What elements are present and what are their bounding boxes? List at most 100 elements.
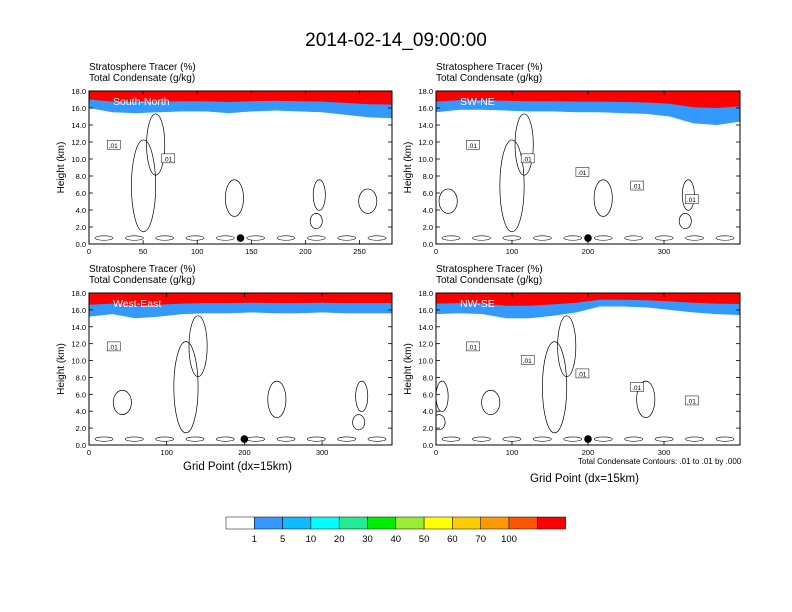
condensate-contour <box>542 341 568 434</box>
contour-label-box <box>106 341 121 352</box>
colorbar-label: 100 <box>501 534 517 545</box>
y-tick-label: 6.0 <box>76 189 86 198</box>
plot-background <box>89 91 392 244</box>
x-tick-label: 250 <box>353 247 366 256</box>
contour-label-box <box>575 167 590 177</box>
cross-section-marker <box>236 234 245 242</box>
colorbar-label: 60 <box>447 534 458 545</box>
y-tick-label: 4.0 <box>76 407 86 416</box>
colorbar-label: 50 <box>419 534 430 545</box>
panel-nw-se: .01 .01 .01 .01 .01 NW-SE 0.0 2.0 4.0 6.0 8.0 10.0 1… <box>403 289 741 457</box>
condensate-contour-low <box>563 235 583 241</box>
x-tick-label: 0 <box>434 448 438 457</box>
plot-background <box>89 293 392 445</box>
y-tick-label: 6.0 <box>423 189 433 198</box>
colorbar-swatch <box>254 516 283 530</box>
condensate-contour <box>112 389 132 415</box>
y-tick-label: 6.0 <box>76 390 86 399</box>
x-tick-label: 300 <box>658 247 671 256</box>
panel-south-north: .01 .01 South-North 0.0 2.0 4.0 6.0 8.0 10.0 12.0… <box>56 87 393 256</box>
contour-label-box <box>520 355 535 365</box>
panel-header-line: Stratosphere Tracer (%) <box>436 62 543 73</box>
condensate-contour <box>557 315 577 377</box>
contour-label: .01 <box>577 371 586 378</box>
condensate-contour-low <box>593 235 613 241</box>
panel-header-line: Stratosphere Tracer (%) <box>89 62 196 73</box>
contour-label: .01 <box>109 344 118 351</box>
plot-area: .01 .01 .01 .01 .01 <box>436 91 740 244</box>
condensate-contour-low <box>337 235 356 241</box>
panel-header: Stratosphere Tracer (%) Total Condensate… <box>436 62 543 84</box>
colorbar-swatch <box>480 516 510 530</box>
x-tick-label: 200 <box>299 247 312 256</box>
y-tick-label: 18.0 <box>418 289 433 298</box>
x-axis-label: Grid Point (dx=15km) <box>530 473 639 485</box>
condensate-contour <box>436 414 446 431</box>
y-tick-label: 2.0 <box>423 223 433 232</box>
x-tick-label: 200 <box>238 448 251 457</box>
condensate-contour <box>131 139 157 233</box>
condensate-contour-low <box>276 235 296 241</box>
plot-frame <box>88 292 393 446</box>
contour-label-box <box>575 368 590 379</box>
condensate-contour-low <box>563 436 583 442</box>
contour-label: .01 <box>687 398 696 405</box>
condensate-contour-low <box>441 436 461 442</box>
tracer-band-max <box>89 293 392 306</box>
condensate-contour-low <box>472 235 491 241</box>
condensate-contour-low <box>94 235 114 241</box>
y-tick-label: 18.0 <box>71 87 86 96</box>
contour-label: .01 <box>632 385 641 392</box>
y-tick-label: 14.0 <box>418 323 433 332</box>
y-tick-label: 10.0 <box>71 357 86 366</box>
condensate-contour-low <box>125 235 144 241</box>
y-tick-label: 10.0 <box>418 155 433 164</box>
panel-header-line: Total Condensate (g/kg) <box>436 73 543 84</box>
condensate-contour-low <box>715 235 735 241</box>
condensate-contour-low <box>246 235 265 241</box>
plot-frame <box>88 90 393 245</box>
y-tick-label: 8.0 <box>76 172 86 181</box>
colorbar-swatch <box>367 516 397 530</box>
y-axis-label: Height (km) <box>403 142 414 194</box>
panel-header-line: Total Condensate (g/kg) <box>89 275 196 286</box>
contour-label-box <box>106 140 121 150</box>
colorbar-label: 5 <box>280 534 285 545</box>
condensate-contour <box>352 414 366 431</box>
cross-section-marker <box>584 234 592 242</box>
colorbar-swatch <box>423 516 453 530</box>
contour-label: .01 <box>523 358 532 365</box>
y-axis-label: Height (km) <box>56 343 67 395</box>
contour-label-box <box>685 395 699 406</box>
y-tick-label: 4.0 <box>423 206 433 215</box>
condensate-contour <box>267 380 287 418</box>
y-tick-label: 0.0 <box>76 240 86 249</box>
contour-label-box <box>466 140 480 150</box>
condensate-contour <box>514 113 534 176</box>
y-tick-label: 14.0 <box>71 323 86 332</box>
panel-label: NW-SE <box>460 298 495 310</box>
y-tick-label: 16.0 <box>71 306 86 315</box>
colorbar-label: 30 <box>362 534 373 545</box>
colorbar-label: 40 <box>391 534 402 545</box>
y-tick-label: 8.0 <box>423 373 433 382</box>
y-tick-label: 0.0 <box>76 441 86 450</box>
y-tick-label: 12.0 <box>418 340 433 349</box>
y-tick-label: 4.0 <box>423 407 433 416</box>
condensate-contour <box>225 179 244 217</box>
contour-label: .01 <box>687 197 696 204</box>
condensate-contour-low <box>685 235 704 241</box>
colorbar-label: 10 <box>306 534 317 545</box>
plot-area: .01 .01 <box>89 91 392 244</box>
cross-section-marker <box>584 435 592 443</box>
colorbar-swatch <box>282 516 312 530</box>
condensate-contour-low <box>185 436 205 442</box>
contour-label: .01 <box>632 184 641 191</box>
condensate-contour <box>355 380 369 412</box>
condensate-contour-low <box>185 235 205 241</box>
y-tick-label: 18.0 <box>418 87 433 96</box>
condensate-contour-low <box>624 436 643 442</box>
contour-label-box <box>685 194 699 204</box>
condensate-contour-low <box>125 436 144 442</box>
